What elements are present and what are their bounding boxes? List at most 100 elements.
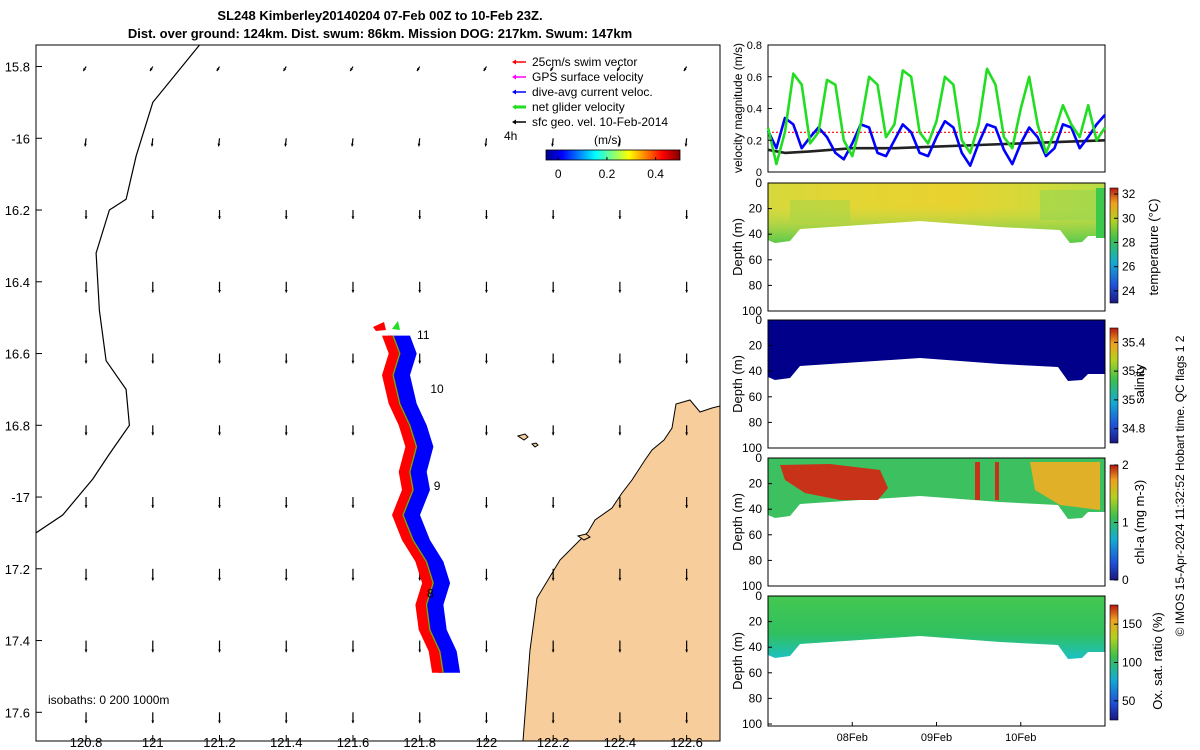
legend-corner-label: 4h: [504, 129, 517, 143]
current-vector-head: [485, 505, 488, 508]
velocity-y-tick-label: 0: [756, 167, 762, 179]
current-vector-head: [485, 649, 488, 653]
current-vector-head: [84, 360, 88, 364]
map-x-tick-label: 120.8: [70, 735, 103, 750]
depth-tick-label: 100: [742, 441, 762, 455]
depth-tick-label: 20: [749, 477, 763, 491]
depth-tick-label: 80: [749, 415, 763, 429]
current-vector-head: [84, 720, 88, 724]
cbar-tick-label: 0: [1122, 573, 1129, 587]
current-vector-head: [84, 577, 88, 581]
current-vector-head: [218, 432, 221, 436]
cbar-tick-label: 1: [1122, 516, 1129, 530]
current-vector-head: [685, 289, 689, 293]
current-vector-head: [350, 143, 354, 147]
current-vector-head: [418, 289, 422, 293]
temperature-cbar-label: temperature (°C): [1146, 199, 1161, 296]
colorbar-title: (m/s): [594, 133, 621, 147]
chla-high-patch: [975, 462, 980, 500]
salinity-cbar-label: salinity: [1132, 364, 1147, 404]
day-label: 10: [430, 382, 444, 396]
current-vector-head: [618, 505, 622, 508]
isobath-200m-line: [36, 45, 200, 534]
depth-tick-label: 20: [749, 615, 763, 629]
island: [576, 533, 591, 541]
time-tick-label: 10Feb: [1005, 732, 1036, 744]
cbar-tick-label: 35.2: [1122, 364, 1146, 378]
current-vector-head: [284, 432, 288, 436]
current-vector-head: [685, 360, 689, 364]
cbar-tick-label: 50: [1122, 694, 1136, 708]
map-y-tick-label: 16.4: [5, 275, 30, 290]
current-vector-head: [617, 143, 621, 147]
current-vector-head: [685, 577, 689, 581]
current-vector-head: [216, 68, 220, 72]
map-x-tick-label: 121.2: [203, 735, 236, 750]
current-vector-head: [551, 143, 554, 147]
velocity-line-net: [766, 67, 1107, 166]
current-vector-head: [151, 216, 155, 220]
cbar-tick-label: 100: [1122, 656, 1142, 670]
current-vector-head: [284, 216, 288, 220]
depth-tick-label: 0: [755, 451, 762, 465]
time-tick-label: 08Feb: [837, 732, 868, 744]
net-glider-end: [392, 321, 400, 330]
legend-label: GPS surface velocity: [532, 70, 643, 84]
speed-colorbar-ticks: 0 0.2 0.4: [555, 157, 664, 181]
depth-tick-label: 60: [749, 528, 763, 542]
cbar-tick-label: 2: [1122, 458, 1129, 472]
oxygen-cbar-label: Ox. sat. ratio (%): [1150, 612, 1165, 710]
current-vector-head: [151, 360, 155, 364]
day-label: 8: [427, 586, 434, 600]
current-vector-head: [351, 289, 355, 293]
current-vector-head: [484, 143, 488, 147]
colorbar-tick-label: 0.2: [599, 167, 616, 181]
current-vector-head: [84, 289, 88, 293]
current-vector-head: [283, 68, 287, 72]
current-vector-head: [551, 720, 555, 724]
depth-tick-label: 40: [749, 364, 763, 378]
map-y-tick-label: 16.6: [5, 347, 30, 362]
depth-tick-label: 0: [755, 313, 762, 327]
chla-high-patch: [1030, 462, 1100, 510]
current-vector-head: [284, 143, 288, 147]
depth-tick-label: 20: [749, 339, 763, 353]
legend-swatch-head: [512, 89, 516, 95]
current-vector-head: [351, 432, 355, 436]
velocity-axis-ticks: 0 0.2 0.4 0.6 0.8: [747, 40, 772, 179]
velocity-y-tick-label: 0.8: [747, 40, 762, 52]
legend-label: 25cm/s swim vector: [532, 55, 637, 69]
map-x-tick-label: 121.6: [337, 735, 370, 750]
day-label: 9: [434, 479, 441, 493]
cbar-tick-label: 26: [1122, 260, 1136, 274]
current-vector-head: [618, 360, 622, 364]
cbar-tick-label: 35.4: [1122, 335, 1146, 349]
current-vector-head: [685, 432, 689, 436]
current-vector-head: [418, 720, 422, 724]
map-x-tick-label: 121.8: [403, 735, 436, 750]
map-y-tick-label: 17.4: [5, 634, 30, 649]
oxygen-panel: 0 20 40 60 80 100 50 100 150 08Feb 09Feb 10Feb Dep…: [730, 589, 1165, 744]
velocity-y-tick-label: 0.2: [747, 135, 762, 147]
map-x-tick-label: 122.2: [537, 735, 570, 750]
map-x-tick-label: 122.4: [604, 735, 637, 750]
current-vector-head: [618, 289, 622, 293]
legend-swatch-head: [512, 119, 516, 125]
current-vector-head: [551, 577, 555, 581]
salinity-colorbar: [1109, 327, 1119, 444]
current-vector-head: [351, 360, 355, 364]
current-vector-head: [683, 68, 687, 72]
current-vector-head: [551, 649, 555, 653]
current-vector-head: [284, 720, 288, 724]
depth-tick-label: 60: [749, 666, 763, 680]
net-glider-track-line: [392, 335, 444, 673]
velocity-y-tick-label: 0.6: [747, 72, 762, 84]
legend-swatch-head: [512, 59, 516, 65]
chla-ylabel: Depth (m): [730, 493, 745, 551]
depth-tick-label: 0: [755, 589, 762, 603]
velocity-ylabel: velocity magnitude (m/s): [731, 43, 745, 173]
figure-title: SL248 Kimberley20140204 07-Feb 00Z to 10…: [217, 8, 543, 23]
legend-swatch-head: [512, 104, 516, 110]
current-vector-head: [84, 649, 88, 653]
map-y-tick-label: -17: [11, 490, 30, 505]
